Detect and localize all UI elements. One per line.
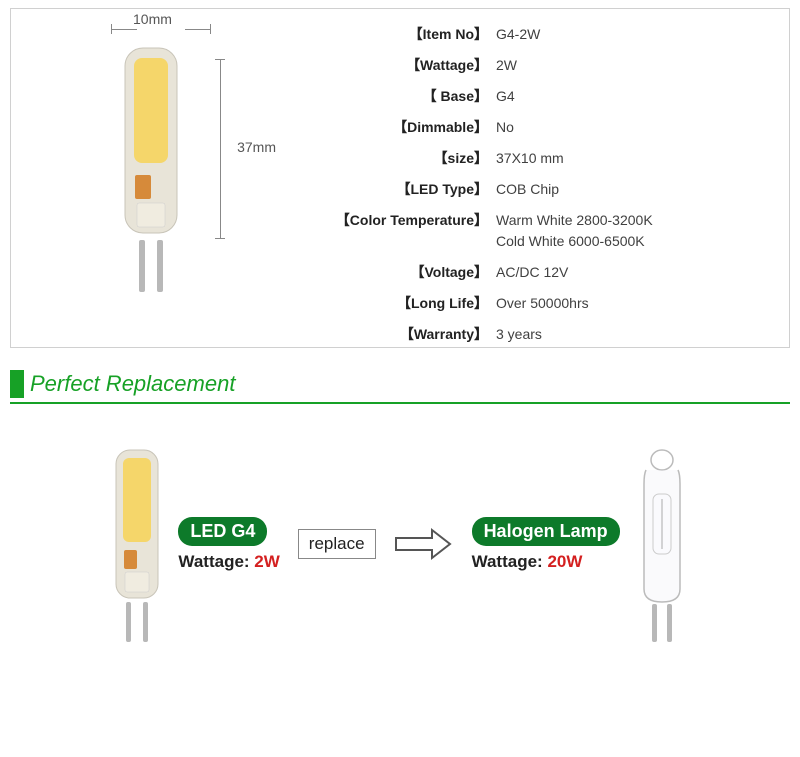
spec-key: 【LED Type】	[311, 179, 496, 199]
top-spec-section: 10mm 37mm 【Item No】G4-2W【Wattage】2W【 Bas…	[10, 8, 790, 348]
spec-value: AC/DC 12V	[496, 262, 779, 283]
section-title: Perfect Replacement	[30, 371, 235, 397]
spec-value: G4	[496, 86, 779, 107]
product-dimension-area: 10mm 37mm	[11, 9, 311, 347]
halogen-wattage-line: Wattage: 20W	[472, 552, 620, 572]
spec-key: 【Voltage】	[311, 262, 496, 282]
width-dimension-line	[111, 29, 211, 30]
spec-value: 3 years	[496, 324, 779, 345]
spec-key: 【 Base】	[311, 86, 496, 106]
halogen-column: Halogen Lamp Wattage: 20W	[472, 444, 692, 644]
led-wattage-label: Wattage:	[178, 552, 254, 571]
halogen-wattage-value: 20W	[547, 552, 582, 571]
halogen-bulb-image	[632, 444, 692, 644]
spec-row: 【 Base】G4	[311, 81, 779, 112]
spec-row: 【Voltage】AC/DC 12V	[311, 257, 779, 288]
spec-key: 【Color Temperature】	[311, 210, 496, 230]
spec-row: 【LED Type】COB Chip	[311, 174, 779, 205]
halogen-wattage-label: Wattage:	[472, 552, 548, 571]
spec-key: 【Long Life】	[311, 293, 496, 313]
led-wattage-value: 2W	[254, 552, 280, 571]
section-title-bar: Perfect Replacement	[10, 370, 790, 398]
arrow-right-icon	[394, 526, 454, 562]
led-wattage-line: Wattage: 2W	[178, 552, 279, 572]
spec-row: 【Item No】G4-2W	[311, 19, 779, 50]
spec-value: 37X10 mm	[496, 148, 779, 169]
spec-row: 【Color Temperature】Warm White 2800-3200K…	[311, 205, 779, 257]
led-info: LED G4 Wattage: 2W	[178, 517, 279, 572]
led-bulb-large-image	[111, 40, 191, 300]
spec-row: 【Dimmable】No	[311, 112, 779, 143]
spec-value: Over 50000hrs	[496, 293, 779, 314]
replacement-comparison: LED G4 Wattage: 2W replace Halogen Lamp …	[0, 444, 800, 644]
spec-row: 【Warranty】3 years	[311, 319, 779, 350]
led-badge: LED G4	[178, 517, 267, 546]
spec-value: No	[496, 117, 779, 138]
width-dimension-label: 10mm	[129, 11, 176, 27]
spec-value: 2W	[496, 55, 779, 76]
specifications-table: 【Item No】G4-2W【Wattage】2W【 Base】G4【Dimma…	[311, 9, 789, 347]
height-dimension-line	[220, 59, 221, 239]
spec-row: 【Long Life】Over 50000hrs	[311, 288, 779, 319]
title-underline	[10, 402, 790, 404]
led-column: LED G4 Wattage: 2W	[108, 444, 279, 644]
replace-label-box: replace	[298, 529, 376, 559]
halogen-badge: Halogen Lamp	[472, 517, 620, 546]
spec-row: 【Wattage】2W	[311, 50, 779, 81]
height-dimension-label: 37mm	[237, 139, 276, 155]
spec-key: 【Wattage】	[311, 55, 496, 75]
spec-value: G4-2W	[496, 24, 779, 45]
spec-row: 【size】37X10 mm	[311, 143, 779, 174]
led-bulb-small-image	[108, 444, 166, 644]
spec-key: 【size】	[311, 148, 496, 168]
title-accent-block	[10, 370, 24, 398]
spec-key: 【Dimmable】	[311, 117, 496, 137]
halogen-info: Halogen Lamp Wattage: 20W	[472, 517, 620, 572]
spec-key: 【Item No】	[311, 24, 496, 44]
spec-key: 【Warranty】	[311, 324, 496, 344]
spec-value: Warm White 2800-3200K Cold White 6000-65…	[496, 210, 779, 252]
spec-value: COB Chip	[496, 179, 779, 200]
